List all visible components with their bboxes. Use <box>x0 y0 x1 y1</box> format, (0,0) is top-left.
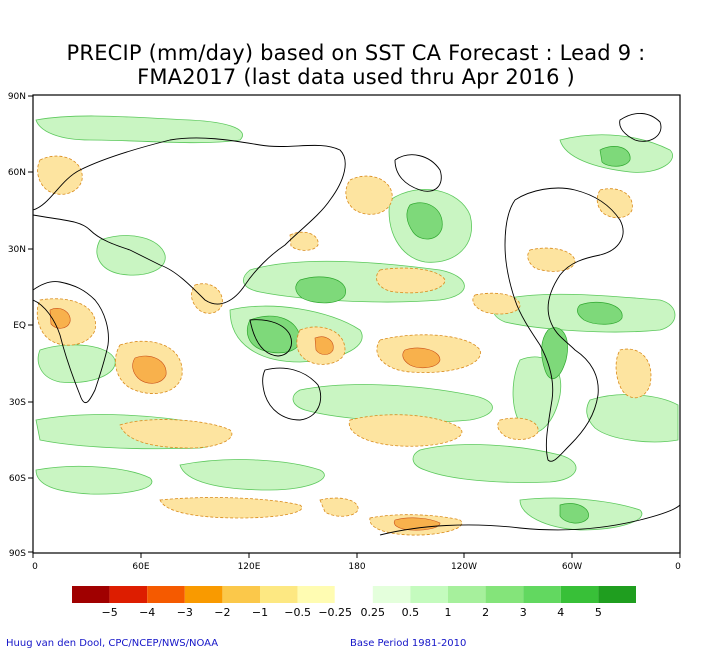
colorbar-label: −0.25 <box>318 606 352 619</box>
colorbar-swatch <box>485 586 524 603</box>
lat-label: 60N <box>8 168 26 178</box>
colorbar-label: 2 <box>482 606 489 619</box>
colorbar-swatch <box>72 586 110 603</box>
colorbar-label: −2 <box>214 606 230 619</box>
lat-label: 90S <box>9 549 26 559</box>
colorbar-label: 4 <box>557 606 564 619</box>
lon-label: 180 <box>348 562 365 572</box>
positive-anomaly-strong <box>247 146 631 524</box>
colorbar-label: 1 <box>445 606 452 619</box>
colorbar-label: −0.5 <box>284 606 311 619</box>
map-title-line1: PRECIP (mm/day) based on SST CA Forecast… <box>66 41 646 65</box>
lat-label: EQ <box>13 321 26 331</box>
colorbar-swatch <box>184 586 223 603</box>
lat-label: 30N <box>8 245 26 255</box>
colorbar-swatch <box>222 586 260 603</box>
lon-label: 60E <box>132 562 149 572</box>
colorbar-swatch <box>297 586 336 603</box>
colorbar-swatch <box>334 585 374 604</box>
coastlines <box>33 113 680 536</box>
colorbar-label: −1 <box>252 606 268 619</box>
colorbar-swatch <box>560 586 599 603</box>
lat-label: 30S <box>9 398 26 408</box>
colorbar-labels: −5 −4 −3 −2 −1 −0.5 −0.25 0.25 0.5 1 2 3 4 5 <box>101 606 601 619</box>
colorbar-swatch <box>147 586 185 603</box>
colorbar-swatch <box>448 586 486 603</box>
colorbar-label: −3 <box>177 606 193 619</box>
colorbar-label: 0.5 <box>402 606 420 619</box>
lon-label: 120W <box>451 562 477 572</box>
colorbar-label: 5 <box>595 606 602 619</box>
lat-labels: 90N 60N 30N EQ 30S 60S 90S <box>8 92 26 559</box>
credit-author: Huug van den Dool, CPC/NCEP/NWS/NOAA <box>6 638 219 649</box>
credit-base-period: Base Period 1981-2010 <box>350 638 467 649</box>
colorbar-swatch <box>598 586 636 603</box>
colorbar-swatch <box>260 586 298 603</box>
lon-label: 0 <box>32 562 38 572</box>
lat-label: 90N <box>8 92 26 102</box>
lon-labels: 0 60E 120E 180 120W 60W 0 <box>32 562 681 572</box>
colorbar-label: 3 <box>520 606 527 619</box>
lat-label: 60S <box>9 474 26 484</box>
colorbar-swatch <box>410 586 448 603</box>
colorbar-swatch <box>109 586 148 603</box>
colorbar-label: −5 <box>101 606 117 619</box>
lon-label: 120E <box>238 562 261 572</box>
map-title-line2: FMA2017 (last data used thru Apr 2016 ) <box>137 65 575 89</box>
axis-ticks <box>28 95 681 558</box>
colorbar-swatch <box>372 586 411 603</box>
lon-label: 60W <box>562 562 582 572</box>
colorbar-label: −4 <box>139 606 155 619</box>
colorbar <box>72 585 636 604</box>
negative-anomaly-strong <box>49 308 441 531</box>
map-plot-area <box>33 95 680 553</box>
colorbar-swatch <box>523 586 561 603</box>
colorbar-label: 0.25 <box>361 606 386 619</box>
lon-label: 0 <box>675 562 681 572</box>
